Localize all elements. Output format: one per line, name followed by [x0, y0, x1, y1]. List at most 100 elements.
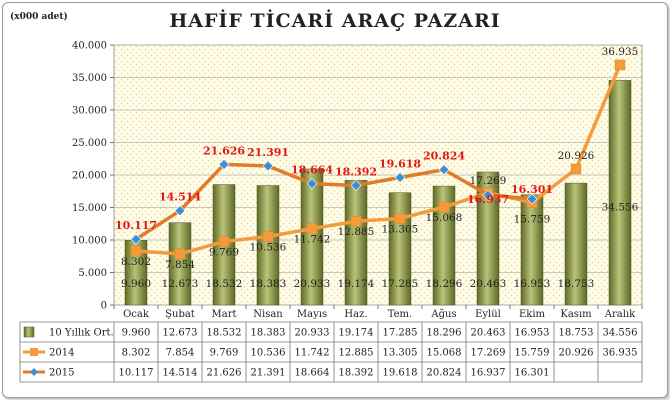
marker-2015: [130, 233, 142, 245]
line-2014-value-label: 9.769: [209, 247, 239, 259]
x-tick-label: Ocak: [123, 309, 150, 320]
line-2014-value-label: 20.926: [558, 150, 595, 162]
x-tick-label: Ağus: [430, 309, 456, 320]
bar: [300, 168, 324, 306]
table-cell: 13.305: [383, 348, 418, 359]
y-tick-label: 35.000: [72, 73, 107, 84]
marker-2014: [438, 201, 450, 213]
bar-value-label: 20.933: [294, 278, 331, 290]
y-tick-label: 0: [101, 301, 107, 312]
y-tick-label: 25.000: [72, 138, 107, 149]
x-tick-label: Eylül: [475, 309, 501, 320]
line-2015-value-label: 16.937: [467, 193, 509, 206]
table-cell: 20.933: [295, 328, 330, 339]
marker-2015: [350, 180, 362, 191]
y-tick-label: 5.000: [78, 268, 107, 279]
marker-2015: [262, 160, 274, 172]
table-cell: 18.532: [207, 328, 242, 339]
table-cell: 16.937: [471, 368, 506, 379]
marker-2014: [570, 163, 582, 175]
line-2015-value-label: 10.117: [115, 219, 157, 232]
marker-2015: [526, 193, 538, 205]
line-2015-value-label: 14.514: [159, 191, 201, 204]
table-cell: 9.960: [122, 328, 151, 339]
x-tick-label: Aralık: [604, 309, 636, 320]
line-2015-value-label: 18.664: [291, 164, 333, 177]
bar-value-label: 19.174: [338, 278, 375, 290]
line-2015-value-label: 20.824: [423, 150, 465, 163]
bar-value-label: 18.753: [558, 278, 595, 290]
legend-key-marker: [30, 348, 38, 356]
table-cell: 18.383: [251, 328, 286, 339]
table-cell: 9.769: [210, 348, 239, 359]
table-cell: 18.392: [339, 368, 374, 379]
legend-series-name: 2014: [49, 348, 74, 359]
table-cell: 34.556: [603, 328, 638, 339]
marker-2015: [174, 205, 186, 217]
legend-key-bar: [23, 326, 35, 338]
line-2014-value-label: 15.759: [514, 214, 551, 226]
line-2015-value-label: 21.626: [203, 144, 245, 157]
bar-value-label: 17.285: [382, 278, 419, 290]
table-cell: 10.536: [251, 348, 286, 359]
table-cell: 7.854: [166, 348, 195, 359]
line-2014-value-label: 13.305: [382, 224, 419, 236]
line-2015-value-label: 16.301: [511, 183, 553, 196]
table-cell: 10.117: [119, 368, 154, 379]
line-2014-value-label: 15.068: [426, 212, 463, 224]
legend-series-name: 2015: [49, 368, 74, 379]
marker-2014: [614, 59, 626, 71]
marker-2014: [174, 248, 186, 260]
table-cell: 18.296: [427, 328, 462, 339]
marker-2014: [218, 236, 230, 247]
marker-2015: [438, 164, 450, 176]
bar-value-label: 9.960: [121, 278, 151, 290]
marker-2015: [482, 189, 494, 201]
line-2015-value-label: 21.391: [247, 146, 289, 159]
bar-value-label: 18.532: [206, 278, 243, 290]
marker-2015: [306, 178, 318, 190]
line-2014-value-label: 36.935: [602, 46, 639, 58]
x-tick-label: Mayıs: [297, 309, 327, 320]
bar: [168, 222, 192, 306]
legend-key-marker: [30, 368, 38, 376]
table-cell: 15.068: [427, 348, 462, 359]
line-2015-value-label: 18.392: [335, 165, 377, 178]
marker-2015: [218, 159, 230, 170]
table-cell: 19.618: [383, 368, 418, 379]
bar-value-label: 16.953: [514, 278, 551, 290]
x-tick-label: Nisan: [253, 309, 283, 320]
table-cell: 17.269: [471, 348, 506, 359]
bar: [388, 192, 412, 306]
table-cell: 21.626: [207, 368, 242, 379]
x-tick-label: Haz.: [344, 309, 367, 320]
bar: [256, 185, 280, 306]
table-cell: 12.885: [339, 348, 374, 359]
bar: [564, 182, 588, 306]
marker-2015: [394, 172, 406, 183]
table-cell: 15.759: [515, 348, 550, 359]
bar: [432, 185, 456, 306]
line-2014-value-label: 7.854: [165, 259, 195, 271]
table-cell: 11.742: [295, 348, 330, 359]
table-cell: 20.824: [427, 368, 462, 379]
table-cell: 21.391: [251, 368, 286, 379]
bar: [476, 171, 500, 306]
marker-2014: [130, 245, 142, 257]
table-cell: 8.302: [122, 348, 151, 359]
table-cell: 20.926: [559, 348, 594, 359]
unit-label: (x000 adet): [10, 12, 68, 22]
x-tick-label: Mart: [212, 309, 237, 320]
table-cell: 18.664: [295, 368, 330, 379]
bar-value-label: 18.296: [426, 278, 463, 290]
chart-title: HAFİF TİCARİ ARAÇ PAZARI: [169, 10, 501, 32]
x-tick-label: Şubat: [165, 309, 195, 320]
table-cell: 17.285: [383, 328, 418, 339]
line-2014-value-label: 8.302: [121, 256, 151, 268]
line-2014-value-label: 11.742: [294, 234, 331, 246]
x-tick-label: Ekim: [519, 309, 546, 320]
marker-2014: [262, 231, 274, 242]
line-2014: [135, 64, 622, 256]
line-2014-value-label: 10.536: [250, 242, 287, 254]
bar: [608, 80, 632, 306]
